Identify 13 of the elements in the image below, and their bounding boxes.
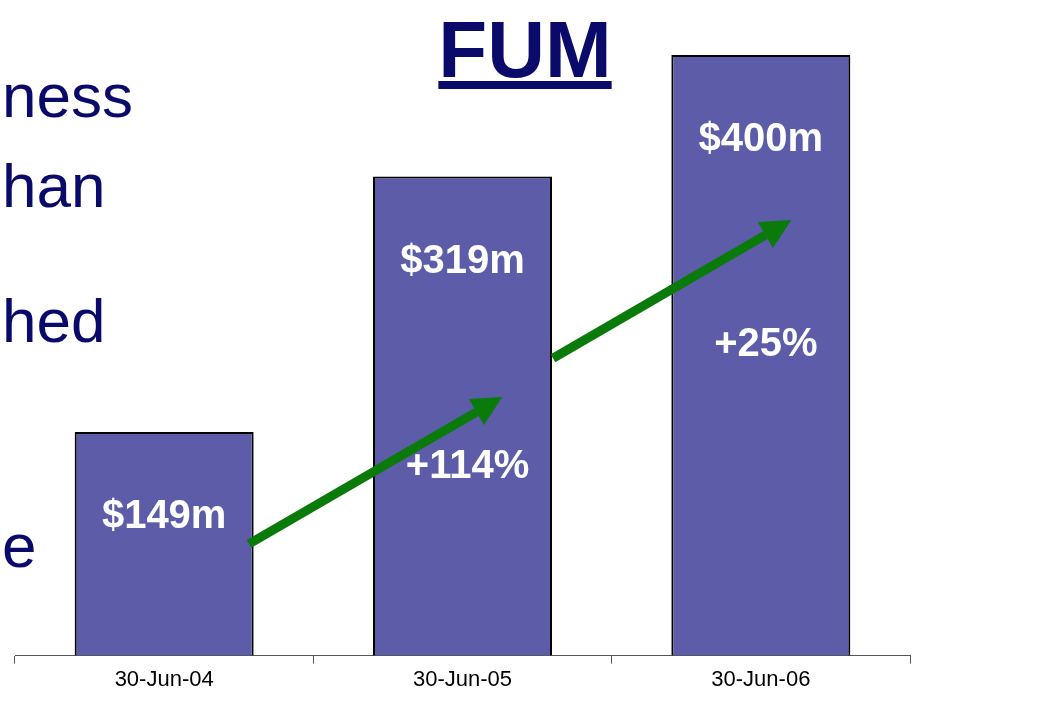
x-tick-label: 30-Jun-05: [412, 665, 513, 691]
data-label: $400m: [698, 115, 824, 160]
x-tick-label: 30-Jun-06: [711, 665, 811, 691]
annotation: hed: [2, 286, 106, 355]
chart-title: FUM: [437, 4, 613, 96]
data-label: $149m: [101, 491, 227, 536]
annotation: +114%: [405, 441, 530, 486]
annotation: ness: [2, 61, 133, 130]
annotation: han: [2, 151, 106, 220]
x-tick-label: 30-Jun-04: [114, 665, 214, 691]
annotation: +25%: [714, 320, 818, 365]
data-label: $319m: [400, 236, 525, 281]
annotation: e: [2, 511, 37, 580]
